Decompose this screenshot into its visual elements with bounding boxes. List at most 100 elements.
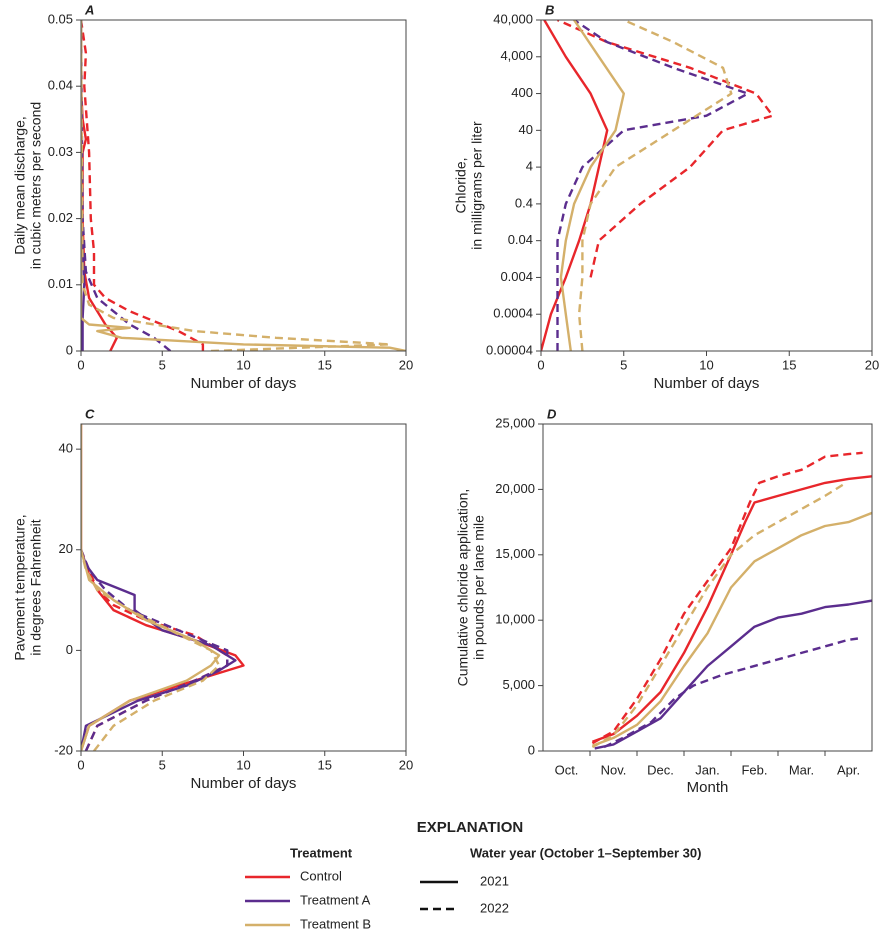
series-line xyxy=(81,20,391,351)
legend-label: 2022 xyxy=(480,900,509,915)
y-tick-label: -20 xyxy=(54,742,73,757)
series-line xyxy=(81,20,172,351)
panel-letter: D xyxy=(547,406,557,421)
series-line xyxy=(591,475,872,743)
series-line xyxy=(591,511,872,747)
y-tick-label: 0.00004 xyxy=(486,342,533,357)
plot-frame xyxy=(540,19,873,352)
x-axis-label: Month xyxy=(687,779,729,796)
y-tick-label: 0.02 xyxy=(48,210,73,225)
y-tick-label: 15,000 xyxy=(495,546,535,561)
series-line xyxy=(81,424,245,751)
x-tick-label: 20 xyxy=(865,357,879,372)
series-group xyxy=(81,424,245,751)
series-line xyxy=(594,599,872,750)
legend-subtitle: Water year (October 1–September 30) xyxy=(470,845,701,860)
y-axis-label: Daily mean discharge, xyxy=(12,116,28,255)
y-tick-label: 0 xyxy=(66,342,73,357)
x-axis-label: Number of days xyxy=(654,375,760,392)
x-tick-label: Apr. xyxy=(837,762,860,777)
series-line xyxy=(603,637,859,749)
series-line xyxy=(556,20,750,351)
y-tick-label: 400 xyxy=(511,85,533,100)
y-tick-label: 40 xyxy=(59,441,73,456)
plot-frame xyxy=(80,19,407,352)
y-tick-label: 0.01 xyxy=(48,276,73,291)
x-tick-label: Dec. xyxy=(647,762,674,777)
y-tick-label: 0.03 xyxy=(48,144,73,159)
series-group xyxy=(541,20,774,351)
y-tick-label: 0 xyxy=(66,642,73,657)
x-tick-label: 10 xyxy=(236,757,250,772)
series-line xyxy=(81,20,86,351)
x-tick-label: Nov. xyxy=(601,762,627,777)
y-tick-label: 0.4 xyxy=(515,195,533,210)
series-line xyxy=(81,424,221,751)
y-tick-label: 0.004 xyxy=(500,269,533,284)
x-tick-label: 5 xyxy=(159,357,166,372)
x-tick-label: 10 xyxy=(699,357,713,372)
series-line xyxy=(81,20,406,351)
x-tick-label: Jan. xyxy=(695,762,720,777)
series-line xyxy=(541,20,609,351)
y-tick-label: 0.0004 xyxy=(493,306,533,321)
legend-label: Treatment B xyxy=(300,916,371,931)
legend-label: Control xyxy=(300,868,342,883)
x-axis-label: Number of days xyxy=(191,375,297,392)
y-axis-label: in cubic meters per second xyxy=(28,102,44,269)
x-tick-label: 15 xyxy=(318,357,332,372)
panel-letter: B xyxy=(545,2,554,17)
x-tick-label: 15 xyxy=(782,357,796,372)
series-line xyxy=(81,549,229,751)
series-group xyxy=(591,451,872,750)
x-tick-label: 20 xyxy=(399,757,413,772)
x-tick-label: Oct. xyxy=(555,762,579,777)
y-axis-label: Cumulative chloride application, xyxy=(455,489,471,687)
panel-letter: A xyxy=(84,2,94,17)
y-tick-label: 20,000 xyxy=(495,481,535,496)
x-tick-label: 0 xyxy=(537,357,544,372)
series-line xyxy=(591,483,845,749)
y-axis-label: Pavement temperature, xyxy=(12,514,28,660)
x-tick-label: 20 xyxy=(399,357,413,372)
x-tick-label: Mar. xyxy=(789,762,814,777)
x-tick-label: Feb. xyxy=(741,762,767,777)
x-tick-label: 0 xyxy=(77,757,84,772)
y-axis-label: in milligrams per liter xyxy=(469,121,485,250)
x-tick-label: 10 xyxy=(236,357,250,372)
y-tick-label: 40 xyxy=(519,122,533,137)
y-tick-label: 0.04 xyxy=(48,78,73,93)
legend-title: EXPLANATION xyxy=(417,819,523,836)
y-tick-label: 40,000 xyxy=(493,11,533,26)
series-line xyxy=(591,451,863,745)
series-line xyxy=(557,20,774,278)
plot-frame xyxy=(542,423,873,752)
plot-frame xyxy=(80,423,407,752)
y-tick-label: 0.04 xyxy=(508,232,533,247)
legend-label: 2021 xyxy=(480,873,509,888)
series-group xyxy=(81,20,406,351)
y-tick-label: 5,000 xyxy=(502,677,535,692)
series-line xyxy=(81,20,205,351)
y-tick-label: 0 xyxy=(528,742,535,757)
x-tick-label: 15 xyxy=(318,757,332,772)
legend-subtitle: Treatment xyxy=(290,845,353,860)
series-line xyxy=(559,20,625,351)
y-tick-label: 0.05 xyxy=(48,11,73,26)
series-line xyxy=(81,549,237,751)
y-tick-label: 4 xyxy=(526,159,533,174)
x-axis-label: Number of days xyxy=(191,775,297,792)
x-tick-label: 5 xyxy=(159,757,166,772)
series-line xyxy=(577,20,733,351)
legend-label: Treatment A xyxy=(300,892,371,907)
y-axis-label: Chloride, xyxy=(453,157,469,213)
y-tick-label: 20 xyxy=(59,541,73,556)
y-tick-label: 4,000 xyxy=(500,48,533,63)
series-line xyxy=(81,549,221,751)
x-tick-label: 5 xyxy=(620,357,627,372)
y-tick-label: 10,000 xyxy=(495,612,535,627)
series-line xyxy=(81,549,229,751)
y-tick-label: 25,000 xyxy=(495,415,535,430)
y-axis-label: in degrees Fahrenheit xyxy=(28,519,44,655)
